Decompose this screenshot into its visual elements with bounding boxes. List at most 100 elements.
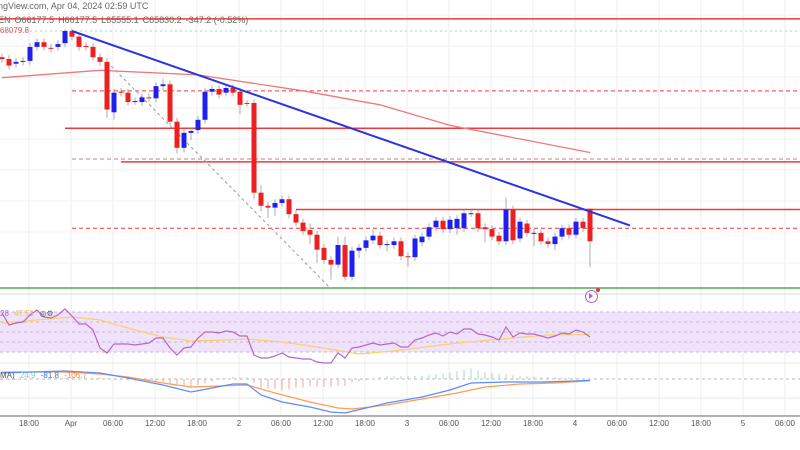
candle-up — [559, 228, 565, 237]
time-tick-label: 18:00 — [354, 419, 376, 428]
candle-down — [580, 221, 586, 229]
rsi-line — [1, 308, 591, 364]
time-tick-label: 3 — [404, 419, 410, 428]
candle-down — [510, 209, 516, 241]
candle-up — [447, 219, 453, 230]
eye-icon[interactable]: ◎ — [39, 309, 47, 318]
candle-down — [342, 245, 348, 277]
candle-down — [587, 208, 593, 242]
candle-down — [328, 259, 334, 265]
candle-up — [13, 61, 19, 64]
candle-down — [6, 59, 12, 66]
candle-up — [202, 91, 208, 120]
candle-up — [503, 209, 509, 242]
time-tick-label: 12:00 — [648, 419, 670, 428]
candle-down — [482, 227, 488, 230]
candle-down — [104, 61, 110, 110]
candle-down — [286, 199, 292, 215]
macd-value: -81.8 — [40, 371, 59, 380]
candle-down — [251, 102, 257, 193]
candle-down — [167, 84, 173, 122]
candle-down — [496, 235, 502, 242]
candle-down — [566, 228, 572, 235]
candle-down — [97, 57, 103, 62]
candle-up — [279, 199, 285, 203]
candle-down — [230, 88, 236, 93]
candle-up — [454, 218, 460, 229]
candle-down — [524, 223, 530, 233]
candle-up — [139, 97, 145, 103]
chart-source-timestamp: ngView.com, Apr 04, 2024 02:59 UTC — [0, 1, 149, 11]
candle-down — [538, 232, 544, 242]
candle-up — [335, 245, 341, 265]
change-value: -347.2 (-0.52%) — [185, 15, 249, 25]
candle-up — [20, 60, 26, 62]
candle-up — [272, 202, 278, 208]
time-tick-label: 06:00 — [774, 419, 796, 428]
time-tick-label: 06:00 — [270, 419, 292, 428]
rsi-legend: 28 47.51 ◎⚙ — [0, 309, 54, 318]
candle-up — [181, 132, 187, 148]
candle-up — [461, 213, 467, 229]
candle-up — [160, 84, 166, 87]
candle-up — [370, 235, 376, 241]
candle-down — [489, 229, 495, 237]
candle-down — [314, 234, 320, 250]
candle-up — [573, 221, 579, 235]
candle-down — [90, 46, 96, 58]
candle-down — [265, 205, 271, 208]
candle-down — [307, 230, 313, 235]
candle-up — [153, 86, 159, 99]
macd-histogram-value: 24.9 — [19, 371, 36, 380]
settings-icon[interactable]: ⚙ — [46, 309, 54, 318]
candle-up — [349, 250, 355, 277]
candle-down — [0, 57, 5, 60]
candle-down — [244, 102, 250, 104]
time-tick-label: 18:00 — [522, 419, 544, 428]
macd-legend: MA) 24.9 -81.8 -106.7 — [0, 371, 87, 380]
candle-up — [426, 227, 432, 237]
candle-up — [356, 247, 362, 251]
time-tick-label: 18:00 — [18, 419, 40, 428]
candle-down — [216, 88, 222, 95]
time-tick-label: 18:00 — [186, 419, 208, 428]
macd-signal-line — [2, 371, 591, 410]
candle-up — [223, 88, 229, 93]
low-value: L65555.1 — [101, 15, 139, 25]
time-tick-label: 06:00 — [438, 419, 460, 428]
candle-down — [83, 45, 89, 47]
close-value: C65830.2 — [142, 15, 182, 25]
candle-down — [48, 47, 54, 49]
candle-up — [468, 213, 474, 215]
candle-down — [300, 222, 306, 231]
candle-up — [384, 244, 390, 246]
candle-up — [111, 92, 117, 113]
time-tick-label: 2 — [236, 419, 242, 428]
candle-down — [440, 220, 446, 230]
open-value: O66177.5 — [14, 15, 55, 25]
candle-down — [405, 256, 411, 258]
price-level-label: 68079.8 — [0, 26, 29, 35]
candle-down — [475, 213, 481, 229]
candle-down — [118, 91, 124, 93]
ohlc-legend: EN O66177.5 H66177.5 L65555.1 C65830.2 -347.2… — [0, 15, 252, 25]
macd-name: MA) — [0, 371, 15, 380]
high-value: H66177.5 — [58, 15, 98, 25]
diagonal-dashed-line — [106, 61, 331, 289]
candle-up — [34, 42, 40, 47]
rsi-value: 28 — [0, 309, 9, 318]
rsi-signal-value: 47.51 — [14, 309, 35, 318]
candle-down — [545, 241, 551, 245]
candle-up — [209, 88, 215, 92]
time-tick-label: 5 — [740, 419, 746, 428]
candle-down — [125, 92, 131, 103]
candle-up — [552, 236, 558, 245]
candle-down — [237, 91, 243, 105]
time-tick-label: 4 — [572, 419, 578, 428]
candle-down — [76, 36, 82, 47]
candle-down — [398, 241, 404, 257]
candle-down — [146, 97, 152, 99]
replay-icon[interactable] — [585, 288, 600, 303]
